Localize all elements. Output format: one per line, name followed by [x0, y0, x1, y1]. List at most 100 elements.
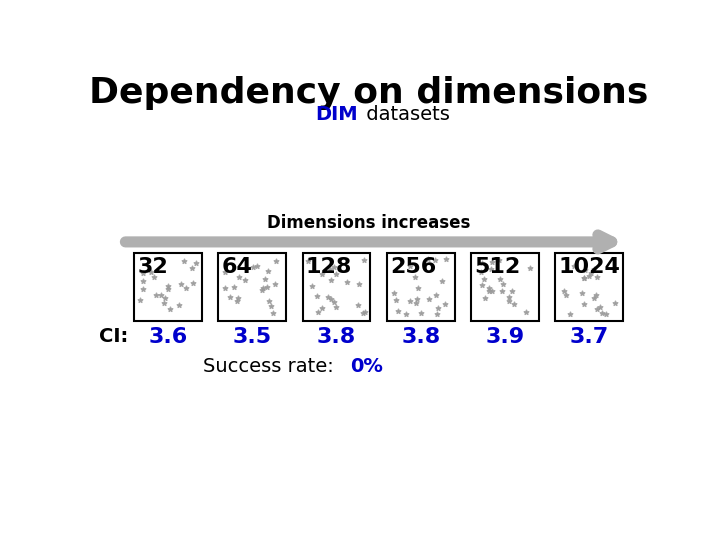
Point [580, 266, 591, 275]
Point [409, 273, 420, 281]
Text: datasets: datasets [360, 105, 449, 124]
Point [156, 291, 167, 299]
Point [578, 300, 590, 308]
Point [579, 274, 590, 283]
Text: 3.5: 3.5 [233, 327, 272, 347]
Point [269, 279, 281, 288]
Point [508, 299, 519, 308]
Point [412, 294, 423, 303]
Point [270, 256, 282, 265]
Point [220, 284, 231, 293]
Point [477, 281, 488, 289]
Point [187, 279, 199, 287]
Point [162, 282, 174, 291]
Point [258, 284, 269, 292]
Point [312, 307, 324, 316]
Point [259, 274, 271, 283]
Point [503, 293, 515, 301]
Point [261, 282, 273, 291]
Point [220, 267, 231, 276]
Point [578, 274, 590, 282]
Bar [302, 253, 370, 321]
Text: 3.8: 3.8 [317, 327, 356, 347]
Point [357, 309, 369, 318]
Point [521, 308, 532, 316]
Point [493, 256, 505, 265]
Point [328, 298, 339, 306]
Point [224, 293, 235, 302]
Point [135, 296, 146, 305]
Point [252, 262, 264, 271]
Point [358, 255, 369, 264]
Point [487, 286, 498, 295]
Point [405, 262, 416, 271]
Text: 32: 32 [138, 257, 168, 278]
Point [159, 294, 171, 302]
Point [311, 292, 323, 300]
Point [352, 300, 364, 309]
Point [441, 254, 452, 263]
Point [496, 287, 508, 295]
Point [475, 267, 487, 276]
Point [485, 265, 497, 274]
Text: 3.8: 3.8 [401, 327, 441, 347]
Point [478, 275, 490, 284]
Point [180, 284, 192, 292]
Point [306, 281, 318, 290]
Point [400, 309, 412, 318]
Point [328, 263, 339, 272]
Text: 64: 64 [222, 257, 252, 278]
Point [498, 280, 509, 288]
Point [590, 291, 602, 300]
Text: 128: 128 [306, 257, 352, 278]
Point [439, 299, 451, 308]
Point [325, 295, 336, 303]
Point [330, 302, 342, 311]
Point [564, 309, 576, 318]
Point [388, 289, 400, 298]
Point [507, 287, 518, 295]
Point [233, 273, 245, 281]
Point [596, 308, 608, 317]
Bar [471, 253, 539, 321]
Point [317, 304, 328, 313]
Point [392, 307, 403, 316]
Point [431, 310, 443, 319]
Point [325, 264, 336, 273]
Point [137, 285, 148, 293]
Text: DIM: DIM [315, 105, 357, 124]
Text: 0%: 0% [350, 357, 382, 376]
Point [325, 276, 337, 285]
Point [585, 269, 597, 278]
Point [179, 256, 190, 265]
Point [353, 280, 364, 288]
Point [138, 277, 149, 286]
Point [267, 308, 279, 317]
Point [248, 263, 259, 272]
Bar [387, 253, 454, 321]
Point [583, 271, 595, 280]
Point [240, 275, 251, 284]
Point [591, 273, 603, 281]
Point [165, 305, 176, 313]
Text: 1024: 1024 [559, 257, 621, 278]
Point [588, 265, 600, 274]
Point [330, 270, 341, 279]
Point [359, 308, 371, 316]
Point [484, 287, 495, 295]
Bar [218, 253, 286, 321]
Text: Dependency on dimensions: Dependency on dimensions [89, 76, 649, 110]
Text: CI:: CI: [99, 327, 128, 346]
Point [594, 302, 606, 311]
Point [600, 310, 611, 319]
Point [487, 258, 498, 266]
Point [322, 293, 333, 301]
Text: 256: 256 [390, 257, 436, 278]
Point [524, 263, 536, 272]
Text: Dimensions increases: Dimensions increases [267, 214, 471, 232]
Point [483, 284, 495, 292]
Text: 3.7: 3.7 [570, 327, 609, 347]
Point [232, 294, 243, 303]
Point [190, 259, 202, 268]
Point [391, 295, 402, 304]
